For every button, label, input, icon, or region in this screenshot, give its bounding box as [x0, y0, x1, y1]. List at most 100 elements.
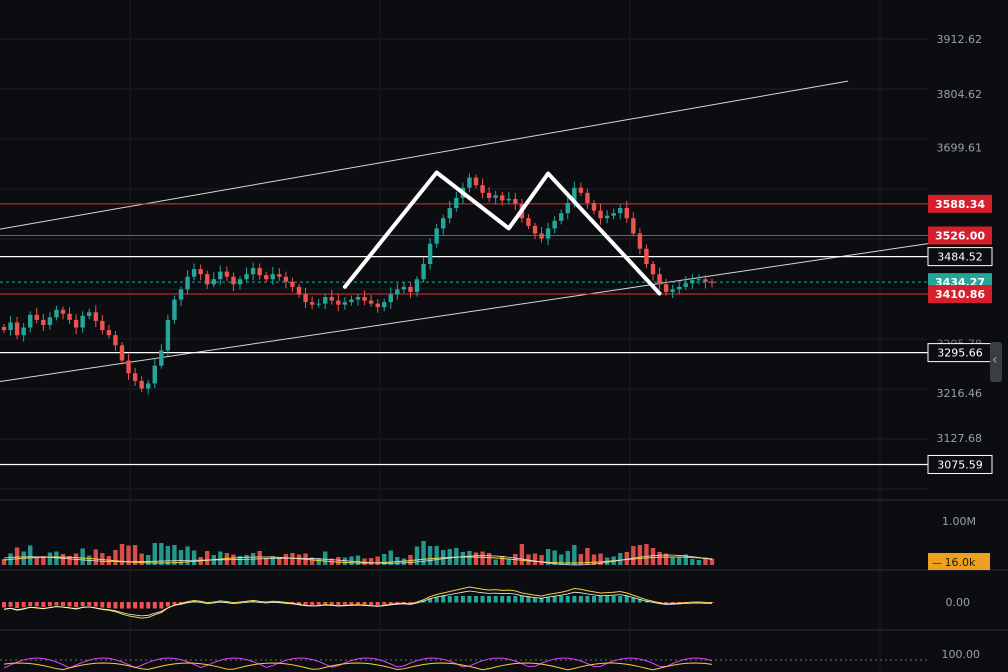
macd-histogram-bar [434, 597, 439, 603]
candle-body [604, 215, 610, 219]
candle-body [146, 383, 151, 389]
level-label: 3075.59 [937, 458, 983, 471]
macd-histogram-bar [565, 596, 570, 603]
macd-histogram-bar [329, 602, 334, 605]
macd-histogram-bar [100, 602, 105, 608]
volume-bar [644, 544, 649, 565]
macd-histogram-bar [572, 596, 577, 603]
macd-histogram-bar [467, 596, 472, 603]
volume-bar [41, 556, 46, 565]
candle-body [585, 192, 590, 203]
pattern-zigzag [342, 170, 662, 296]
volume-bar [388, 550, 393, 565]
candle-body [73, 319, 79, 328]
macd-histogram-bar [106, 602, 111, 608]
volume-bar [113, 550, 118, 565]
candle-body [139, 380, 144, 389]
level-badge [927, 454, 993, 474]
macd-histogram-bar [113, 602, 118, 609]
volume-bar [670, 557, 675, 565]
candle-body [8, 322, 13, 331]
macd-histogram-bar [559, 596, 564, 603]
volume-bar [100, 553, 105, 565]
candle-body [500, 195, 505, 201]
candle-body [565, 202, 570, 214]
volume-bar [467, 551, 472, 565]
macd-histogram-bar [526, 596, 531, 603]
candle-body [231, 276, 236, 285]
volume-bar [283, 554, 289, 565]
volume-bar [132, 545, 138, 565]
candle-body [14, 322, 20, 336]
volume-bar [414, 546, 420, 565]
volume-bar [172, 545, 177, 565]
volume-bar [257, 551, 262, 565]
candle-body [447, 208, 452, 219]
volume-bar [395, 557, 400, 565]
volume-bar [486, 553, 492, 565]
volume-bar [434, 546, 439, 565]
volume-bar [677, 556, 682, 565]
candle-body [480, 185, 485, 193]
candle-body [382, 302, 387, 308]
candle-body [257, 268, 262, 276]
volume-bar [703, 557, 708, 565]
volume-bar [47, 552, 53, 565]
candle-body [290, 281, 295, 287]
candle-body [513, 198, 518, 205]
volume-bar [539, 555, 544, 565]
horizontal-levels [0, 203, 928, 466]
level-label: 3484.52 [937, 251, 983, 264]
candle-body [67, 313, 72, 320]
volume-bar [316, 558, 321, 565]
rsi-axis-label: 100.00 [942, 648, 981, 661]
candle-body [624, 208, 629, 219]
volume-bar [139, 553, 144, 565]
level-label: 3588.34 [935, 198, 985, 211]
level-label: 3410.86 [935, 288, 985, 301]
volume-bar [54, 551, 59, 565]
trend-channel [0, 80, 929, 382]
rsi-line [3, 657, 713, 669]
volume-axis-label: 1.00M [942, 515, 976, 528]
candle-body [283, 276, 289, 282]
macd-histogram-bar [80, 602, 85, 607]
macd-histogram-bar [297, 602, 301, 604]
volume-bar [565, 551, 570, 565]
macd-histogram-bar [316, 602, 321, 605]
volume-bar [244, 555, 249, 565]
candle-body [362, 297, 367, 301]
volume-bar [663, 553, 669, 565]
volume-bar [709, 558, 715, 565]
candle-body [54, 309, 59, 318]
macd-signal-line [3, 590, 713, 617]
candle-body [244, 274, 249, 280]
candle-body [211, 279, 216, 285]
macd-histogram-bar [349, 602, 354, 605]
volume-bar [375, 556, 380, 565]
candle-body [650, 263, 656, 275]
macd-histogram-bar [598, 596, 603, 603]
candle-body [34, 314, 39, 320]
level-badge [927, 247, 993, 267]
volume-bar [28, 545, 33, 565]
volume-badge-label: 16.0k [945, 556, 976, 569]
volume-bar [205, 551, 210, 565]
volume-bar [598, 553, 603, 565]
upper-channel-line [0, 80, 849, 230]
volume-bar [368, 558, 374, 565]
volume-bar [349, 556, 354, 565]
macd-histogram-bar [519, 596, 524, 603]
candle-body [80, 315, 85, 328]
candle-body [309, 302, 315, 305]
macd-histogram-bar [487, 596, 492, 603]
candle-body [41, 319, 46, 325]
macd-histogram-bar [323, 602, 328, 605]
volume-bar [545, 549, 551, 565]
volume-bar [657, 552, 662, 565]
axis-scroll-handle[interactable] [990, 342, 1002, 382]
candle-body [618, 208, 623, 214]
candle-body [21, 327, 26, 336]
volume-bar [362, 558, 367, 565]
